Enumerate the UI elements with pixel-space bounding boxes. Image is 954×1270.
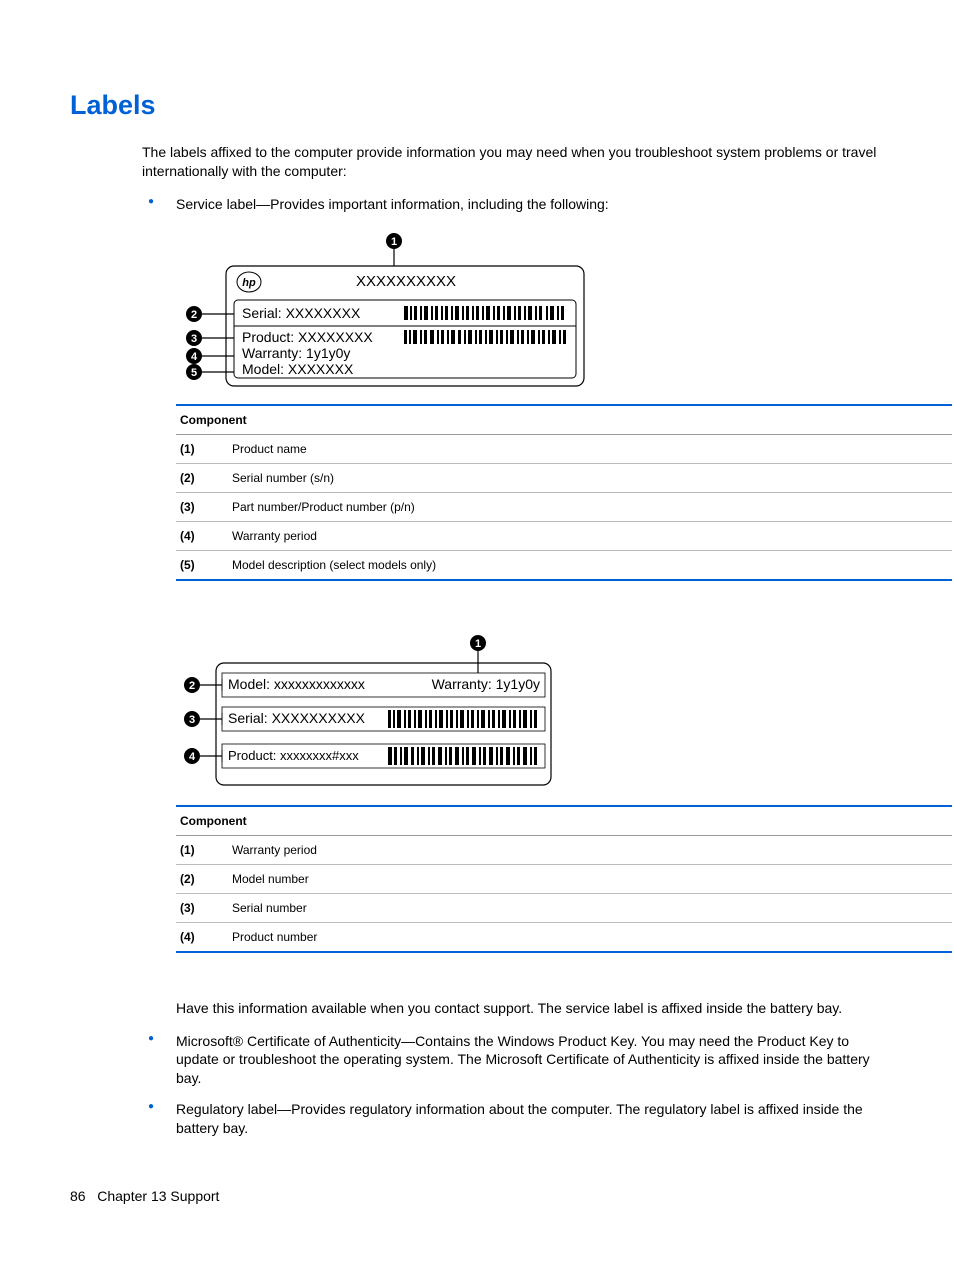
svg-text:hp: hp [242, 277, 256, 289]
table-row: (5)Model description (select models only… [176, 550, 952, 580]
svg-text:Model: xxxxxxxxxxxxx: Model: xxxxxxxxxxxxx [228, 676, 365, 692]
bullet-regulatory: Regulatory label—Provides regulatory inf… [142, 1100, 884, 1138]
svg-text:4: 4 [191, 351, 198, 363]
table-row: (2)Model number [176, 864, 952, 893]
table-row: (3)Part number/Product number (p/n) [176, 492, 952, 521]
svg-text:1: 1 [475, 638, 481, 650]
svg-text:5: 5 [191, 367, 197, 379]
page-number: 86 [70, 1188, 86, 1204]
bullet-ms-coa: Microsoft® Certificate of Authenticity—C… [142, 1032, 884, 1089]
service-label-diagram-2: Model: xxxxxxxxxxxxx Warranty: 1y1y0y Se… [176, 631, 884, 799]
bullet-service-label: Service label—Provides important informa… [142, 195, 884, 214]
svg-text:Product: xxxxxxxx#xxx: Product: xxxxxxxx#xxx [228, 748, 359, 763]
svg-text:2: 2 [191, 309, 197, 321]
svg-text:Model: XXXXXXX: Model: XXXXXXX [242, 361, 354, 377]
table-row: (3)Serial number [176, 893, 952, 922]
chapter-label: Chapter 13 Support [97, 1188, 219, 1204]
svg-text:4: 4 [189, 751, 196, 763]
intro-paragraph: The labels affixed to the computer provi… [142, 143, 884, 181]
table2-header: Component [176, 806, 952, 836]
svg-text:3: 3 [189, 714, 195, 726]
svg-text:Warranty: 1y1y0y: Warranty: 1y1y0y [432, 676, 540, 692]
service-label-diagram-1: hp XXXXXXXXXX Serial: XXXXXXXX Product: … [176, 228, 884, 398]
svg-text:Product: XXXXXXXX: Product: XXXXXXXX [242, 329, 373, 345]
table-row: (1)Product name [176, 434, 952, 463]
component-table-1: Component (1)Product name (2)Serial numb… [176, 404, 952, 581]
svg-text:1: 1 [391, 236, 397, 248]
after-tables-paragraph: Have this information available when you… [176, 999, 952, 1018]
svg-text:Serial: XXXXXXXX: Serial: XXXXXXXX [242, 305, 361, 321]
table-row: (4)Warranty period [176, 521, 952, 550]
section-heading: Labels [70, 90, 884, 121]
page-footer: 86 Chapter 13 Support [70, 1188, 219, 1204]
table-row: (2)Serial number (s/n) [176, 463, 952, 492]
svg-text:Warranty: 1y1y0y: Warranty: 1y1y0y [242, 345, 350, 361]
component-table-2: Component (1)Warranty period (2)Model nu… [176, 805, 952, 953]
svg-text:XXXXXXXXXX: XXXXXXXXXX [356, 273, 456, 290]
svg-text:Serial: XXXXXXXXXX: Serial: XXXXXXXXXX [228, 710, 366, 726]
table1-header: Component [176, 405, 952, 435]
table-row: (1)Warranty period [176, 835, 952, 864]
svg-text:2: 2 [189, 680, 195, 692]
svg-text:3: 3 [191, 333, 197, 345]
table-row: (4)Product number [176, 922, 952, 952]
